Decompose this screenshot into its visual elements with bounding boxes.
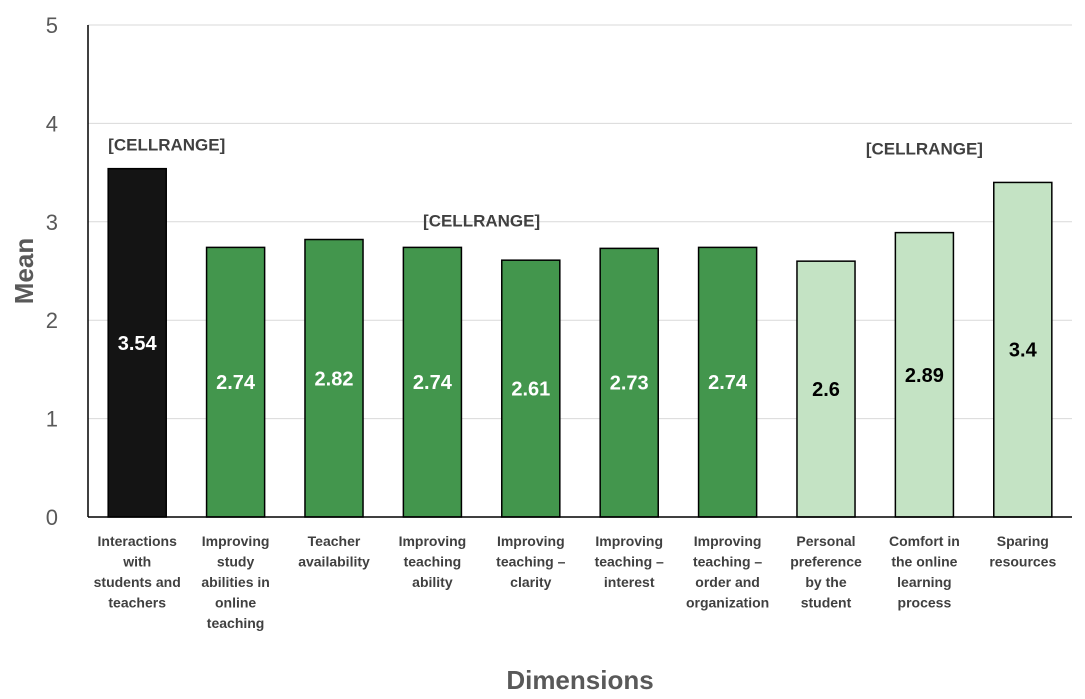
data-label: 3.54 xyxy=(118,333,158,355)
bar xyxy=(599,247,659,518)
y-tick-label: 1 xyxy=(46,407,58,432)
group-labels: [CELLRANGE] [CELLRANGE] [CELLRANGE] xyxy=(108,136,983,231)
data-label: 2.74 xyxy=(708,372,748,394)
group-label: [CELLRANGE] xyxy=(866,139,983,158)
x-tick-label: Improving teaching ability xyxy=(399,533,467,590)
x-tick-label: Interactions with students and teachers xyxy=(94,533,181,611)
y-tick-label: 4 xyxy=(46,111,58,136)
x-axis-title: Dimensions xyxy=(506,665,653,695)
x-tick-label: Comfort in the online learning process xyxy=(889,533,960,611)
category-labels: Interactions with students and teachers Impr… xyxy=(94,533,1057,631)
data-label: 2.82 xyxy=(315,368,354,390)
x-tick-label: Personal preference by the student xyxy=(790,533,862,611)
y-tick-label: 5 xyxy=(46,13,58,38)
bars xyxy=(107,167,1053,518)
x-tick-label: Improving study abilities in online teaching xyxy=(201,533,269,631)
bar xyxy=(993,181,1053,518)
bar xyxy=(501,259,561,518)
y-axis-title: Mean xyxy=(9,238,39,304)
data-label: 3.4 xyxy=(1009,340,1038,362)
bar xyxy=(697,246,758,518)
y-tick-label: 2 xyxy=(46,308,58,333)
y-tick-label: 0 xyxy=(46,505,58,530)
data-label: 2.74 xyxy=(216,372,256,394)
bar xyxy=(402,246,463,518)
bar xyxy=(894,231,955,518)
data-label: 2.89 xyxy=(905,365,944,387)
group-label: [CELLRANGE] xyxy=(423,212,540,231)
bar xyxy=(107,167,167,518)
y-tick-label: 3 xyxy=(46,210,58,235)
group-label: [CELLRANGE] xyxy=(108,136,225,155)
x-tick-label: Improving teaching – interest xyxy=(595,533,664,590)
data-label: 2.6 xyxy=(812,379,840,401)
data-label: 2.61 xyxy=(511,379,550,401)
bar xyxy=(304,238,364,518)
x-tick-label: Sparing resources xyxy=(989,533,1056,570)
axes xyxy=(87,25,1072,518)
data-label: 2.73 xyxy=(610,373,649,395)
x-tick-label: Teacher availability xyxy=(298,533,370,570)
x-tick-label: Improving teaching – order and organization xyxy=(686,533,769,611)
x-tick-label: Improving teaching – clarity xyxy=(496,533,565,590)
data-labels: 3.54 2.74 2.82 2.74 2.61 2.73 2.74 2.6 2.89 3.4 xyxy=(118,333,1038,401)
y-axis-ticks: 0 1 2 3 4 5 xyxy=(46,13,58,530)
data-label: 2.74 xyxy=(413,372,453,394)
bar xyxy=(796,260,856,518)
